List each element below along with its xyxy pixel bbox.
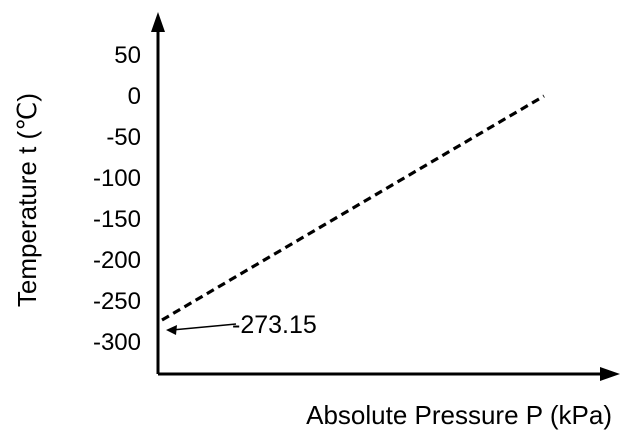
y-tick-labels: 50 0 -50 -100 -150 -200 -250 -300 [93, 42, 141, 356]
y-tick-label: -150 [93, 206, 141, 233]
y-tick-label: -250 [93, 288, 141, 315]
y-tick-label: -200 [93, 247, 141, 274]
y-tick-label: -50 [106, 124, 141, 151]
annotation-arrow-shaft [171, 323, 237, 331]
y-tick-label: -300 [93, 329, 141, 356]
y-axis-arrowhead [151, 12, 165, 32]
y-axis-label: Temperature t (℃) [12, 93, 42, 307]
x-axis-arrowhead [600, 367, 620, 381]
x-axis-label: Absolute Pressure P (kPa) [306, 400, 612, 430]
y-tick-label: 0 [128, 83, 141, 110]
y-tick-label: 50 [114, 42, 141, 69]
series-group [161, 94, 545, 322]
annotation-arrowhead [166, 325, 177, 335]
series-line [161, 94, 545, 322]
annotation-label: -273.15 [232, 311, 317, 339]
y-tick-label: -100 [93, 165, 141, 192]
